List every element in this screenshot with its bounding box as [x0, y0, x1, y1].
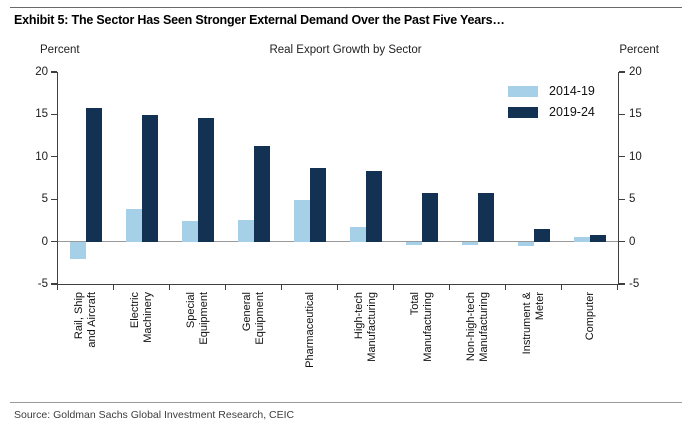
- y-axis-tick-right: [619, 241, 625, 243]
- bar-2014-19: [70, 241, 86, 259]
- x-axis-tick: [505, 285, 507, 290]
- chart-title: Real Export Growth by Sector: [269, 44, 422, 56]
- y-axis-tick-label-left: 10: [35, 150, 48, 163]
- bar-2014-19: [518, 241, 534, 246]
- bar-2014-19: [294, 200, 310, 242]
- y-axis-tick-right: [619, 198, 625, 200]
- legend-row-2014-19: 2014-19: [508, 84, 595, 98]
- bar-2014-19: [126, 208, 142, 242]
- bar-2019-24: [366, 171, 382, 242]
- x-axis-label: Non-high-tech Manufacturing: [450, 292, 506, 396]
- y-axis-tick-label-right: 10: [629, 150, 642, 163]
- x-axis-label: Electric Machinery: [114, 292, 170, 396]
- x-axis-label: High-tech Manufacturing: [338, 292, 394, 396]
- y-axis-tick-label-left: 5: [41, 193, 48, 206]
- x-axis-tick: [57, 285, 59, 290]
- legend: 2014-19 2019-24: [508, 84, 595, 126]
- y-axis-tick-label-right: 5: [629, 193, 636, 206]
- plot-area: 2014-19 2019-24: [57, 72, 619, 285]
- bar-2014-19: [406, 241, 422, 245]
- x-axis-label-text: Computer: [583, 292, 596, 341]
- x-axis-label-text: Non-high-tech Manufacturing: [465, 292, 490, 362]
- x-axis-tick: [337, 285, 339, 290]
- x-axis-label: Special Equipment: [170, 292, 226, 396]
- bar-2019-24: [590, 234, 606, 242]
- zero-line: [58, 240, 618, 243]
- source-note: Source: Goldman Sachs Global Investment …: [14, 409, 295, 421]
- exhibit-title: Exhibit 5: The Sector Has Seen Stronger …: [14, 13, 505, 27]
- x-axis-label-text: Total Manufacturing: [409, 292, 434, 362]
- y-axis-tick-left: [51, 156, 57, 158]
- y-axis-tick-right: [619, 71, 625, 73]
- bar-2014-19: [574, 236, 590, 242]
- x-axis-label-text: Rail, Ship and Aircraft: [73, 292, 98, 348]
- bar-2019-24: [86, 107, 102, 242]
- top-rule: [10, 7, 682, 8]
- x-axis-label: General Equipment: [226, 292, 282, 396]
- x-axis-tick: [617, 285, 619, 290]
- left-axis-unit-label: Percent: [40, 44, 80, 56]
- bar-2014-19: [182, 221, 198, 242]
- bar-2014-19: [238, 219, 254, 242]
- bar-2019-24: [478, 193, 494, 242]
- legend-label: 2019-24: [549, 105, 595, 119]
- x-axis-tick: [281, 285, 283, 290]
- bar-2019-24: [254, 145, 270, 242]
- y-axis-tick-left: [51, 241, 57, 243]
- legend-label: 2014-19: [549, 84, 595, 98]
- y-axis-tick-label-left: 0: [41, 235, 48, 248]
- bar-2019-24: [534, 228, 550, 242]
- x-axis-tick: [449, 285, 451, 290]
- x-axis-label: Pharmaceutical: [282, 292, 338, 396]
- y-axis-tick-left: [51, 113, 57, 115]
- bar-2019-24: [198, 117, 214, 242]
- y-axis-tick-label-left: 15: [35, 108, 48, 121]
- bar-2019-24: [142, 115, 158, 242]
- y-axis-tick-label-right: 20: [629, 66, 642, 78]
- y-axis-tick-left: [51, 198, 57, 200]
- x-axis-label-text: High-tech Manufacturing: [353, 292, 378, 362]
- x-axis-label: Total Manufacturing: [394, 292, 450, 396]
- y-axis-tick-label-right: -5: [629, 278, 640, 290]
- x-axis-tick: [225, 285, 227, 290]
- x-axis-label: Rail, Ship and Aircraft: [58, 292, 114, 396]
- x-axis-label-text: Special Equipment: [185, 292, 210, 345]
- legend-swatch-2014-19: [508, 85, 538, 97]
- y-axis-tick-label-right: 15: [629, 108, 642, 121]
- bar-2019-24: [422, 193, 438, 242]
- y-axis-tick-right: [619, 156, 625, 158]
- x-axis-label-text: Instrument & Meter: [521, 292, 546, 355]
- bottom-rule: [10, 402, 682, 403]
- y-axis-tick-right: [619, 283, 625, 285]
- x-axis-label-text: Pharmaceutical: [303, 292, 316, 368]
- bar-2019-24: [310, 167, 326, 242]
- y-axis-tick-label-left: 20: [35, 66, 48, 78]
- legend-row-2019-24: 2019-24: [508, 105, 595, 119]
- x-axis-label-text: Electric Machinery: [129, 292, 154, 343]
- y-axis-tick-left: [51, 283, 57, 285]
- legend-swatch-2019-24: [508, 106, 538, 118]
- y-axis-tick-left: [51, 71, 57, 73]
- x-axis-tick: [169, 285, 171, 290]
- y-axis-tick-label-right: 0: [629, 235, 636, 248]
- x-axis-tick: [561, 285, 563, 290]
- y-axis-tick-label-left: -5: [37, 278, 48, 290]
- x-axis-label-text: General Equipment: [241, 292, 266, 345]
- bar-2014-19: [350, 227, 366, 242]
- x-axis-label: Computer: [562, 292, 618, 396]
- x-axis-tick: [393, 285, 395, 290]
- bar-2014-19: [462, 241, 478, 245]
- right-axis-unit-label: Percent: [619, 44, 659, 56]
- x-axis-tick: [113, 285, 115, 290]
- x-axis-label: Instrument & Meter: [506, 292, 562, 396]
- y-axis-tick-right: [619, 113, 625, 115]
